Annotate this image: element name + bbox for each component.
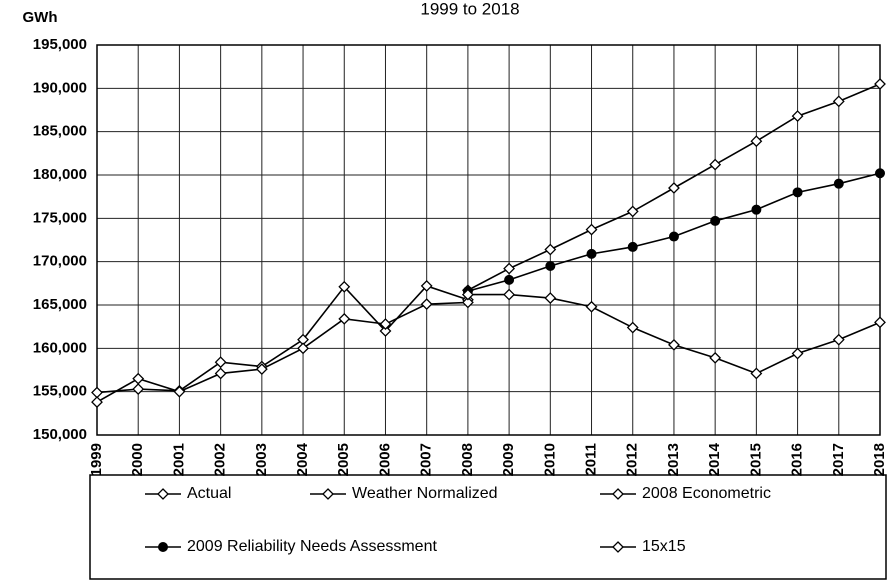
marker: [586, 248, 597, 259]
marker: [791, 347, 804, 360]
x-tick-label: 2000: [129, 443, 146, 476]
legend-box: [89, 474, 887, 580]
x-tick-label: 2002: [212, 443, 229, 476]
marker: [668, 231, 679, 242]
marker: [585, 300, 598, 313]
plot-frame: [96, 44, 881, 436]
marker: [132, 372, 145, 385]
x-tick-label: 2018: [871, 443, 888, 476]
x-tick-label: 2016: [789, 443, 806, 476]
marker: [379, 318, 392, 330]
marker: [132, 383, 145, 395]
marker: [585, 223, 598, 236]
legend-label: 2009 Reliability Needs Assessment: [187, 538, 437, 555]
legend-label: 15x15: [642, 538, 686, 555]
marker: [668, 182, 680, 194]
x-tick-label: 2014: [706, 442, 723, 476]
marker: [338, 312, 351, 325]
marker: [832, 95, 845, 108]
marker: [626, 321, 639, 334]
marker: [544, 292, 557, 304]
marker: [420, 298, 433, 311]
x-tick-label: 2015: [747, 443, 764, 476]
marker: [750, 367, 763, 380]
marker: [173, 385, 186, 398]
marker: [874, 78, 886, 90]
legend-label: 2008 Econometric: [642, 485, 771, 502]
y-tick-label: 155,000: [33, 383, 87, 400]
marker: [214, 356, 227, 369]
series-line: [96, 285, 469, 394]
x-tick-label: 2013: [665, 443, 682, 476]
y-tick-label: 185,000: [33, 123, 87, 140]
y-tick-label: 170,000: [33, 253, 87, 270]
x-tick-label: 2004: [294, 442, 311, 476]
y-tick-label: 180,000: [33, 166, 87, 183]
x-tick-label: 2008: [459, 443, 476, 476]
y-tick-label: 165,000: [33, 296, 87, 313]
x-tick-label: 2017: [830, 443, 847, 476]
marker: [504, 274, 515, 285]
marker: [379, 325, 392, 337]
y-axis-label: GWh: [23, 9, 58, 26]
marker: [626, 205, 639, 218]
legend-marker: [157, 488, 169, 500]
x-tick-label: 2006: [376, 443, 393, 476]
legend-marker: [612, 541, 624, 553]
marker: [874, 316, 886, 329]
x-tick-label: 2012: [624, 443, 641, 476]
x-tick-label: 1999: [88, 443, 105, 476]
x-tick-label: 2007: [418, 443, 435, 476]
marker: [503, 262, 516, 275]
marker: [751, 204, 762, 215]
marker: [668, 338, 680, 351]
chart-title: 1999 to 2018: [420, 0, 519, 18]
legend-marker: [158, 542, 168, 552]
marker: [792, 187, 803, 198]
marker: [710, 215, 721, 226]
marker: [832, 333, 845, 346]
marker: [544, 243, 557, 256]
x-tick-label: 2001: [170, 443, 187, 476]
marker: [503, 288, 516, 301]
y-tick-label: 195,000: [33, 36, 87, 53]
x-tick-label: 2003: [253, 443, 270, 476]
marker: [255, 363, 268, 376]
legend-marker: [612, 488, 624, 500]
series-line: [96, 301, 468, 403]
marker: [627, 241, 638, 252]
marker: [214, 367, 227, 380]
marker: [833, 178, 844, 189]
y-tick-label: 190,000: [33, 79, 87, 96]
x-tick-label: 2005: [335, 443, 352, 476]
x-tick-label: 2009: [500, 443, 517, 476]
marker: [875, 168, 885, 179]
marker: [545, 261, 556, 271]
legend-label: Weather Normalized: [352, 485, 498, 502]
legend-marker: [322, 488, 334, 500]
marker: [709, 351, 722, 364]
marker: [338, 280, 351, 293]
marker: [91, 396, 103, 408]
x-tick-label: 2010: [541, 443, 558, 476]
y-tick-label: 150,000: [33, 426, 87, 443]
marker: [297, 342, 309, 355]
marker: [420, 280, 433, 292]
y-tick-label: 160,000: [33, 339, 87, 356]
marker: [709, 158, 722, 171]
legend-label: Actual: [187, 485, 231, 502]
marker: [461, 288, 474, 301]
x-tick-label: 2011: [582, 443, 599, 476]
y-tick-label: 175,000: [33, 209, 87, 226]
marker: [91, 386, 103, 399]
marker: [461, 296, 474, 309]
marker: [791, 110, 804, 122]
marker: [750, 135, 763, 148]
